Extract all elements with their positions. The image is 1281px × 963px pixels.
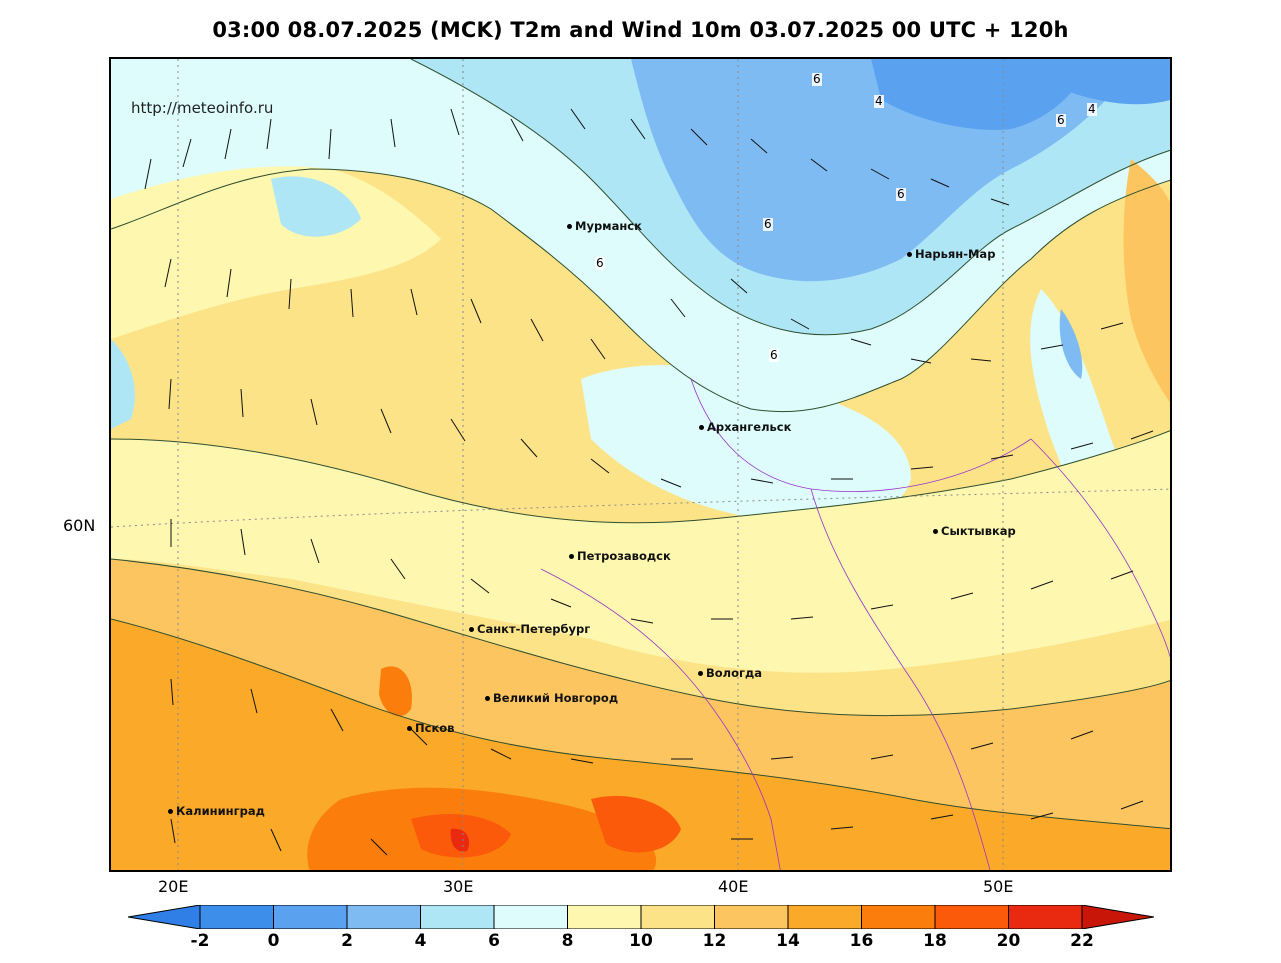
colorbar-tick-label: 10 — [629, 931, 653, 951]
city-arkhangelsk: Архангельск — [699, 421, 791, 433]
city-marker-icon — [569, 554, 574, 559]
colorbar-tick-label: 4 — [414, 931, 427, 951]
colorbar-swatch — [934, 905, 1009, 929]
colorbar-swatch — [861, 905, 936, 929]
city-saint-petersburg: Санкт-Петербург — [469, 623, 590, 635]
colorbar-tick-label: 18 — [923, 931, 947, 951]
contour-label: 6 — [763, 217, 773, 231]
colorbar-swatch — [1008, 905, 1083, 929]
colorbar-tick-label: 0 — [267, 931, 280, 951]
lon-label-30e: 30E — [443, 877, 474, 896]
colorbar-underflow-swatch — [128, 905, 201, 929]
colorbar-tick-label: 22 — [1070, 931, 1094, 951]
city-pskov: Псков — [407, 722, 454, 734]
contour-label: 6 — [896, 187, 906, 201]
contour-label: 4 — [874, 94, 884, 108]
contour-label: 6 — [595, 256, 605, 270]
colorbar-tick-label: -2 — [190, 931, 210, 951]
contour-label: 6 — [769, 348, 779, 362]
city-marker-icon — [485, 696, 490, 701]
city-murmansk: Мурманск — [567, 220, 642, 232]
colorbar-tick-label: 16 — [849, 931, 874, 951]
colorbar-swatch — [714, 905, 789, 929]
city-marker-icon — [933, 529, 938, 534]
city-marker-icon — [567, 224, 572, 229]
colorbar-overflow-swatch — [1081, 905, 1154, 929]
city-syktyvkar: Сыктывкар — [933, 525, 1016, 537]
colorbar-tick-label: 14 — [776, 931, 800, 951]
colorbar-swatch — [640, 905, 715, 929]
colorbar-tick-label: 8 — [561, 931, 574, 951]
page-title: 03:00 08.07.2025 (MCK) T2m and Wind 10m … — [212, 18, 1069, 42]
colorbar-swatch — [273, 905, 348, 929]
contour-label: 6 — [812, 72, 822, 86]
colorbar-tick-label: 6 — [488, 931, 500, 951]
city-marker-icon — [907, 252, 912, 257]
lat-label-60n: 60N — [63, 516, 96, 535]
colorbar-tick-label: 2 — [341, 931, 353, 951]
lon-label-40e: 40E — [718, 877, 749, 896]
city-marker-icon — [469, 627, 474, 632]
city-veliky-novgorod: Великий Новгород — [485, 692, 618, 704]
temperature-field-map — [111, 59, 1170, 870]
city-marker-icon — [407, 726, 412, 731]
city-petrozavodsk: Петрозаводск — [569, 550, 671, 562]
colorbar-tick-label: 20 — [996, 931, 1021, 951]
colorbar-swatch — [420, 905, 495, 929]
colorbar-tick-label: 12 — [702, 931, 727, 951]
temperature-colorbar — [128, 905, 1154, 929]
colorbar-swatch — [493, 905, 568, 929]
colorbar-swatch — [787, 905, 862, 929]
colorbar-swatch — [346, 905, 421, 929]
lon-label-20e: 20E — [158, 877, 189, 896]
map-panel[interactable]: http://meteoinfo.ru 6 4 6 4 6 6 6 6 Мурм… — [109, 57, 1172, 872]
site-url: http://meteoinfo.ru — [131, 99, 274, 117]
contour-label: 4 — [1087, 102, 1097, 116]
city-naryan-mar: Нарьян-Мар — [907, 248, 995, 260]
colorbar-swatch — [199, 905, 274, 929]
city-vologda: Вологда — [698, 667, 762, 679]
city-marker-icon — [168, 809, 173, 814]
lon-label-50e: 50E — [983, 877, 1014, 896]
city-marker-icon — [698, 671, 703, 676]
city-marker-icon — [699, 425, 704, 430]
city-kaliningrad: Калининград — [168, 805, 265, 817]
contour-label: 6 — [1056, 113, 1066, 127]
colorbar-swatch — [567, 905, 642, 929]
